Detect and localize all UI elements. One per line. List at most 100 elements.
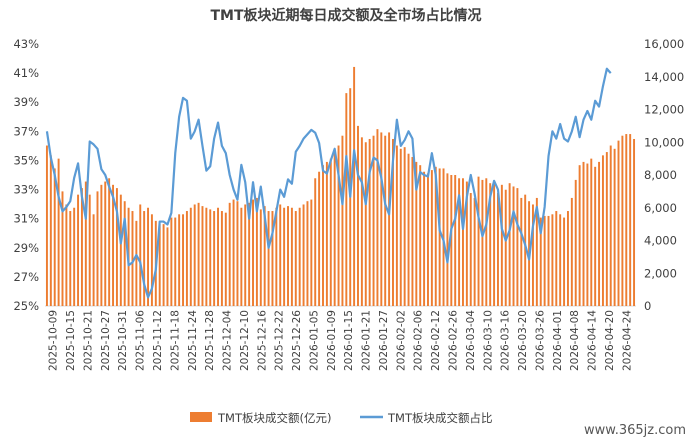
bar: [419, 165, 422, 306]
bar: [555, 211, 558, 306]
bar: [582, 161, 585, 306]
bar: [290, 207, 293, 306]
bar: [372, 135, 375, 306]
bar: [306, 201, 309, 306]
bar: [423, 171, 426, 306]
bar: [224, 212, 227, 306]
bar: [131, 211, 134, 306]
y-left-tick-label: 39%: [13, 95, 39, 109]
bar: [566, 211, 569, 306]
bar-series: [45, 66, 636, 307]
bar: [450, 175, 453, 306]
bar: [84, 181, 87, 306]
bar: [228, 202, 231, 306]
y-left-tick-label: 33%: [13, 183, 39, 197]
bar: [197, 202, 200, 306]
x-tick-label: 2026-04-20: [604, 310, 616, 371]
bar: [69, 211, 72, 306]
bar: [65, 204, 68, 306]
bar: [201, 206, 204, 306]
y-right-tick-label: 4,000: [644, 234, 677, 248]
bar: [625, 134, 628, 306]
bar: [310, 199, 313, 306]
bar: [392, 138, 394, 306]
y-left-tick-label: 41%: [13, 66, 39, 80]
x-tick-label: 2026-03-26: [534, 310, 546, 371]
bar: [45, 145, 48, 306]
bar: [493, 181, 496, 306]
y-left-tick-label: 35%: [13, 153, 39, 167]
x-tick-label: 2026-03-20: [517, 310, 529, 371]
y-left-tick-label: 29%: [13, 241, 39, 255]
bar: [520, 197, 523, 306]
y-left-tick-label: 37%: [13, 124, 39, 138]
bar: [100, 184, 103, 306]
bar: [143, 211, 146, 306]
bar: [598, 161, 601, 306]
bar: [123, 201, 126, 306]
bar: [380, 132, 383, 306]
y-left-tick-label: 43%: [13, 37, 39, 51]
bar: [189, 207, 192, 306]
bar: [119, 194, 122, 306]
bar: [415, 161, 418, 306]
bar: [158, 224, 161, 307]
bar: [376, 129, 379, 306]
bar: [341, 135, 344, 306]
x-tick-label: 2025-12-16: [256, 310, 268, 371]
x-tick-label: 2025-12-26: [291, 310, 303, 371]
x-tick-label: 2025-11-18: [169, 310, 181, 371]
bar: [263, 206, 266, 306]
bar: [147, 207, 149, 306]
bar: [551, 214, 554, 306]
y-right-tick-label: 16,000: [644, 37, 684, 51]
bar: [442, 168, 445, 306]
x-tick-label: 2025-12-22: [274, 310, 286, 371]
bar: [271, 211, 274, 306]
x-tick-label: 2026-04-08: [569, 310, 581, 371]
bar: [574, 179, 577, 306]
bar: [150, 214, 153, 306]
y-right-tick-label: 8,000: [644, 168, 677, 182]
bar: [193, 204, 196, 306]
bar: [170, 217, 173, 306]
bar: [629, 134, 632, 306]
bar: [477, 176, 480, 306]
y-left-tick-label: 27%: [13, 270, 39, 284]
x-tick-label: 2026-01-15: [343, 310, 355, 371]
bar: [333, 152, 336, 306]
bar: [162, 224, 165, 307]
bar: [473, 197, 476, 306]
bar: [345, 93, 348, 307]
bar: [481, 179, 484, 306]
bar: [485, 178, 488, 306]
bar: [112, 184, 115, 306]
bar: [298, 207, 301, 306]
bar: [531, 204, 534, 306]
bar: [185, 211, 188, 306]
x-tick-label: 2026-01-09: [326, 310, 338, 371]
bar: [633, 138, 636, 306]
bar: [427, 173, 429, 306]
bar: [209, 209, 212, 306]
bar: [613, 148, 616, 306]
y-right-tick-label: 10,000: [644, 135, 684, 149]
bar: [53, 168, 56, 306]
bar: [232, 199, 235, 306]
bar: [353, 66, 356, 307]
legend-label-bar: TMT板块成交额(亿元): [217, 411, 331, 425]
bar: [364, 142, 367, 306]
x-tick-label: 2025-10-31: [117, 310, 129, 371]
x-tick-label: 2025-11-06: [135, 310, 147, 371]
x-tick-label: 2026-01-27: [378, 310, 390, 371]
bar: [563, 217, 566, 306]
bar: [469, 193, 472, 306]
bar: [115, 188, 118, 306]
bar: [217, 207, 219, 306]
bar: [535, 197, 538, 306]
bar: [586, 163, 589, 306]
bar: [287, 206, 289, 306]
chart-title: TMT板块近期每日成交额及全市场占比情况: [210, 7, 481, 24]
bar: [446, 173, 449, 306]
bar: [77, 194, 80, 306]
